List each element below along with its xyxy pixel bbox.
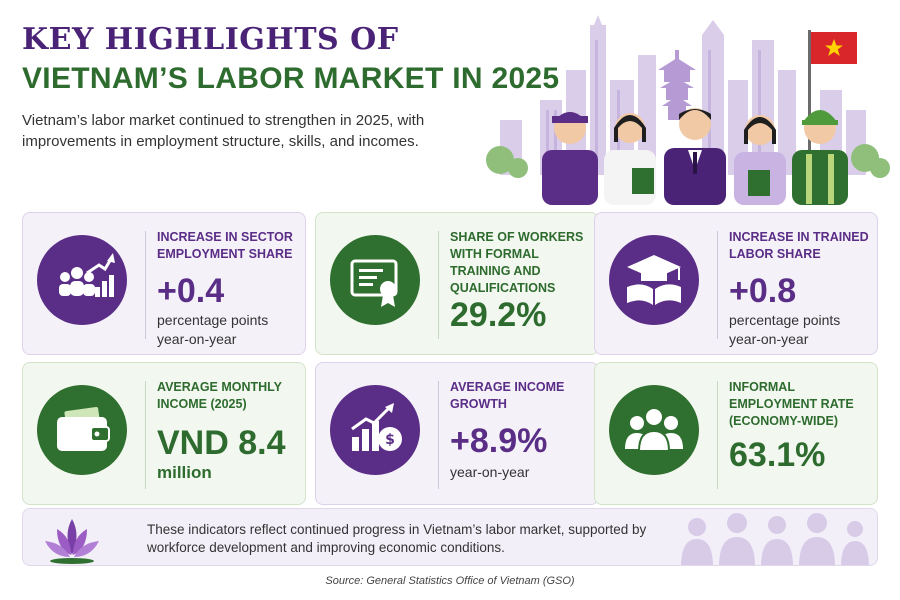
card-note: percentage points year-on-year (729, 312, 841, 347)
card-divider (717, 231, 718, 339)
page-title-line1: KEY HIGHLIGHTS OF (22, 22, 399, 57)
card-value: +0.4 (157, 272, 225, 310)
card-title: AVERAGE INCOME GROWTH (450, 380, 565, 411)
stat-card-sector-employment: INCREASE IN SECTOR EMPLOYMENT SHARE +0.4… (22, 212, 306, 355)
card-title: SHARE OF WORKERS WITH FORMAL TRAINING AN… (450, 230, 584, 295)
card-title: INCREASE IN TRAINED LABOR SHARE (729, 230, 869, 261)
card-divider (438, 231, 439, 339)
card-divider (145, 231, 146, 339)
page-subtitle: Vietnam’s labor market continued to stre… (22, 112, 425, 150)
footer-text: These indicators reflect continued progr… (147, 522, 647, 555)
card-note: year-on-year (450, 464, 530, 480)
card-value: +0.8 (729, 272, 797, 310)
svg-text:$: $ (385, 432, 395, 448)
graduation-cap-book-icon (609, 235, 699, 325)
vietnam-flag-icon (811, 32, 857, 64)
lotus-icon (45, 519, 99, 564)
card-title: AVERAGE MONTHLY INCOME (2025) (157, 380, 282, 411)
card-title: INFORMAL EMPLOYMENT RATE (ECONOMY-WIDE) (729, 380, 854, 428)
stat-card-trained-labor: INCREASE IN TRAINED LABOR SHARE +0.8 per… (594, 212, 878, 355)
card-divider (717, 381, 718, 489)
people-silhouette-decoration (681, 513, 869, 565)
card-value: 63.1% (729, 436, 826, 474)
source-citation: Source: General Statistics Office of Vie… (325, 575, 575, 587)
stat-card-income-growth: $ AVERAGE INCOME GROWTH +8.9% year-on-ye… (315, 362, 599, 505)
footer-summary: These indicators reflect continued progr… (22, 508, 878, 566)
wallet-icon (37, 385, 127, 475)
people-growth-chart-icon (37, 235, 127, 325)
card-value: VND 8.4 (157, 424, 286, 462)
card-divider (438, 381, 439, 489)
stat-card-formal-training: SHARE OF WORKERS WITH FORMAL TRAINING AN… (315, 212, 599, 355)
card-note: percentage points year-on-year (157, 312, 269, 347)
group-people-icon (609, 385, 699, 475)
stat-card-monthly-income: AVERAGE MONTHLY INCOME (2025) VND 8.4 mi… (22, 362, 306, 505)
card-divider (145, 381, 146, 489)
workers-city-skyline-illustration (486, 15, 890, 205)
stat-card-informal-employment: INFORMAL EMPLOYMENT RATE (ECONOMY-WIDE) … (594, 362, 878, 505)
card-title: INCREASE IN SECTOR EMPLOYMENT SHARE (157, 230, 293, 261)
certificate-icon (330, 235, 420, 325)
card-note: million (157, 463, 212, 482)
card-value: +8.9% (450, 422, 548, 460)
card-value: 29.2% (450, 296, 547, 334)
growth-chart-dollar-icon: $ (330, 385, 420, 475)
page-title-line2: VIETNAM’S LABOR MARKET IN 2025 (22, 62, 560, 95)
